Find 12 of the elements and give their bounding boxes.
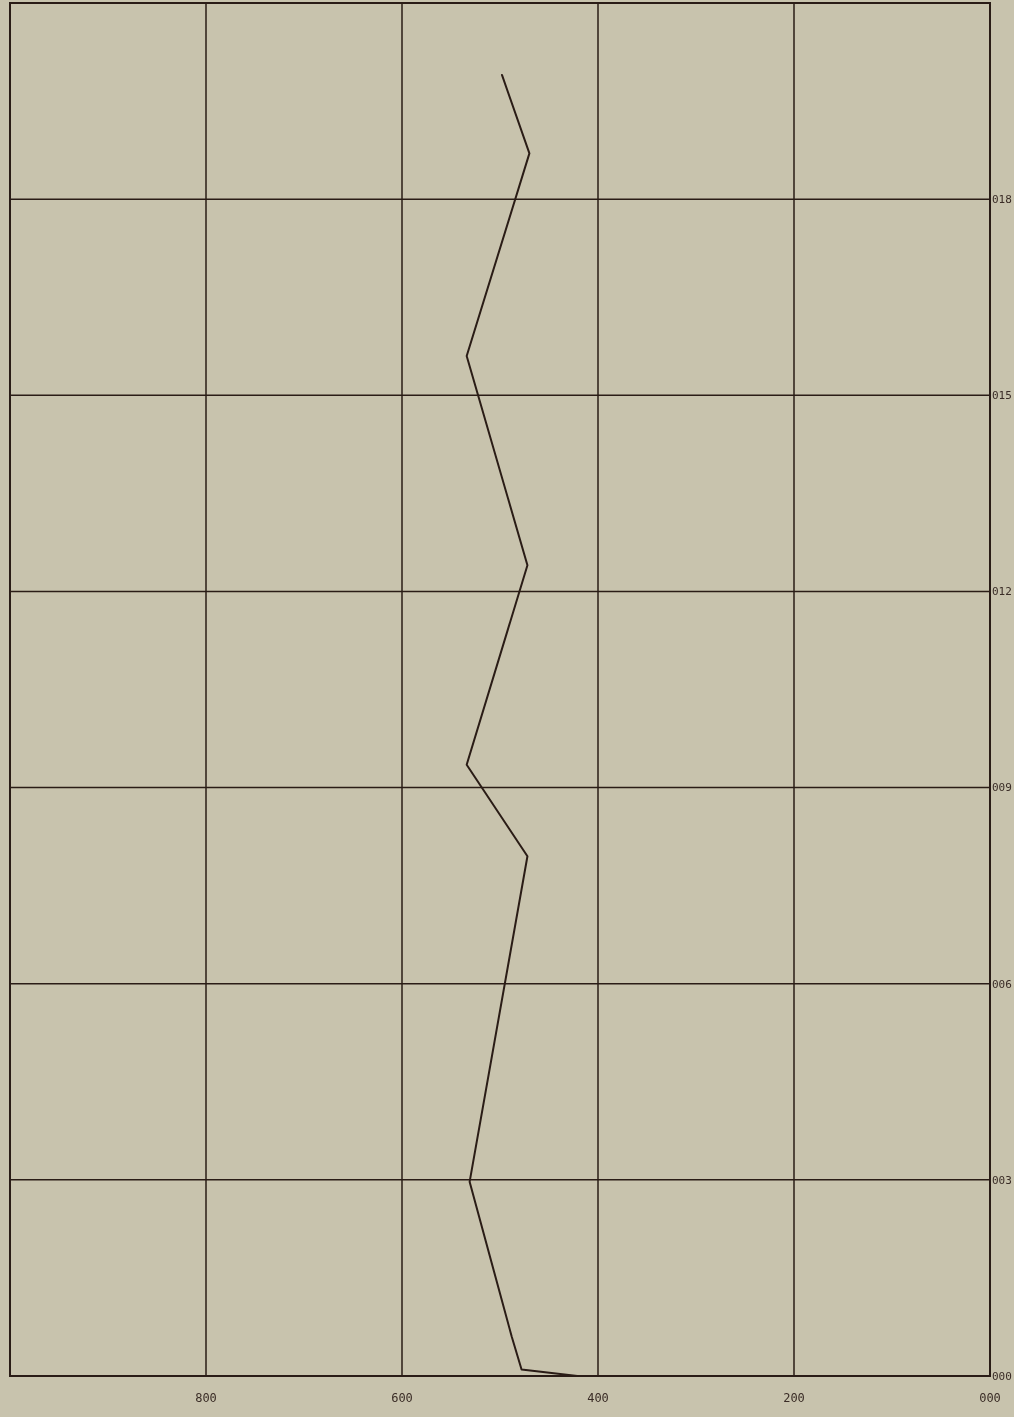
x-tick-label: 600 (391, 1391, 413, 1406)
y-tick-label: 006 (992, 977, 1012, 991)
x-tick-label: 400 (587, 1391, 609, 1406)
y-tick-label: 003 (992, 1173, 1012, 1187)
x-tick-label: 200 (783, 1391, 805, 1406)
x-tick-label: 800 (195, 1391, 217, 1406)
y-tick-label: 012 (992, 585, 1012, 599)
y-tick-label: 015 (992, 389, 1012, 403)
x-tick-label: 000 (979, 1391, 1001, 1406)
y-tick-label: 000 (992, 1369, 1012, 1383)
y-tick-label: 009 (992, 781, 1012, 795)
y-tick-label: 018 (992, 192, 1012, 206)
